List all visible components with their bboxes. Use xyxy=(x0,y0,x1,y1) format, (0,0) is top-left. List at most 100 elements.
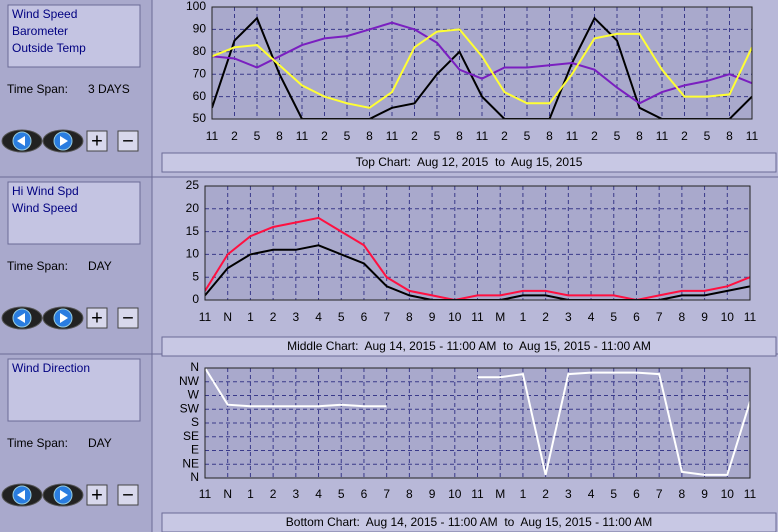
x-tick-label: 3 xyxy=(292,487,299,501)
zoom-in-button[interactable] xyxy=(86,484,108,506)
y-tick-label: 20 xyxy=(186,201,200,215)
y-tick-label: 15 xyxy=(186,224,200,238)
x-tick-label: 4 xyxy=(315,310,322,324)
series-line xyxy=(205,368,750,476)
x-tick-label: 1 xyxy=(247,487,254,501)
next-button-arrow xyxy=(60,136,68,146)
x-tick-label: 5 xyxy=(704,129,711,143)
y-tick-label: SW xyxy=(180,401,200,415)
y-tick-label: 5 xyxy=(192,269,199,283)
x-tick-label: 8 xyxy=(636,129,643,143)
y-tick-label: 80 xyxy=(193,44,207,58)
y-tick-label: W xyxy=(188,388,200,402)
next-button[interactable] xyxy=(42,483,84,507)
x-tick-label: 6 xyxy=(633,487,640,501)
x-tick-label: 8 xyxy=(366,129,373,143)
y-tick-label: 70 xyxy=(193,66,207,80)
zoom-in-label[interactable]: + xyxy=(91,130,103,152)
zoom-in-button[interactable] xyxy=(86,307,108,329)
listbox-item[interactable]: Hi Wind Spd xyxy=(12,184,79,198)
x-tick-label: 11 xyxy=(566,129,579,143)
listbox-item[interactable]: Wind Direction xyxy=(12,361,90,375)
x-tick-label: 8 xyxy=(406,310,413,324)
x-tick-label: 11 xyxy=(744,310,757,324)
x-tick-label: 2 xyxy=(542,487,549,501)
next-button-arrow xyxy=(60,313,68,323)
zoom-out-button[interactable] xyxy=(117,484,139,506)
zoom-out-button[interactable] xyxy=(117,130,139,152)
caption-bar xyxy=(161,512,777,532)
prev-button[interactable] xyxy=(1,129,43,153)
time-span-label: Time Span: xyxy=(7,259,68,273)
time-span-value[interactable]: 3 DAYS xyxy=(88,82,130,96)
x-tick-label: 10 xyxy=(448,310,462,324)
prev-button-arrow xyxy=(17,313,25,323)
x-tick-label: 11 xyxy=(476,129,489,143)
x-tick-label: 4 xyxy=(588,487,595,501)
series-line xyxy=(212,16,752,119)
zoom-out-label[interactable]: − xyxy=(122,130,134,152)
x-tick-label: 6 xyxy=(361,310,368,324)
caption-bar xyxy=(161,152,777,173)
zoom-in-label[interactable]: + xyxy=(91,307,103,329)
x-tick-label: 1 xyxy=(520,310,527,324)
x-tick-label: 2 xyxy=(270,310,277,324)
x-tick-label: 7 xyxy=(656,487,663,501)
x-tick-label: 3 xyxy=(565,487,572,501)
series-listbox[interactable] xyxy=(7,358,141,422)
listbox-item[interactable]: Wind Speed xyxy=(12,7,77,21)
next-button[interactable] xyxy=(42,129,84,153)
x-tick-label: M xyxy=(495,310,505,324)
y-tick-label: 60 xyxy=(193,89,207,103)
listbox-item[interactable]: Barometer xyxy=(12,24,68,38)
time-span-value[interactable]: DAY xyxy=(88,436,112,450)
zoom-out-label[interactable]: − xyxy=(122,307,134,329)
plot-frame xyxy=(204,185,751,301)
zoom-in-button[interactable] xyxy=(86,130,108,152)
y-tick-label: 25 xyxy=(186,178,200,192)
next-button[interactable] xyxy=(42,306,84,330)
series-line xyxy=(205,216,750,300)
series-line xyxy=(205,244,750,300)
x-tick-label: 9 xyxy=(429,487,436,501)
zoom-out-button[interactable] xyxy=(117,307,139,329)
time-span-value[interactable]: DAY xyxy=(88,259,112,273)
series-listbox[interactable] xyxy=(7,4,141,68)
caption-bar xyxy=(161,336,777,357)
listbox-item[interactable]: Outside Temp xyxy=(12,41,86,55)
x-tick-label: 8 xyxy=(679,310,686,324)
y-tick-label: E xyxy=(191,443,199,457)
x-tick-label: 2 xyxy=(411,129,418,143)
prev-button[interactable] xyxy=(1,306,43,330)
x-tick-label: 6 xyxy=(361,487,368,501)
x-tick-label: 5 xyxy=(434,129,441,143)
y-tick-label: N xyxy=(190,360,199,374)
zoom-in-label[interactable]: + xyxy=(91,484,103,506)
prev-button[interactable] xyxy=(1,483,43,507)
x-tick-label: 9 xyxy=(701,310,708,324)
y-tick-label: SE xyxy=(183,429,199,443)
x-tick-label: 11 xyxy=(471,487,484,501)
x-tick-label: 11 xyxy=(656,129,669,143)
x-tick-label: 5 xyxy=(344,129,351,143)
listbox-item[interactable]: Wind Speed xyxy=(12,201,77,215)
x-tick-label: 5 xyxy=(610,487,617,501)
x-tick-label: 2 xyxy=(270,487,277,501)
x-tick-label: 8 xyxy=(456,129,463,143)
x-tick-label: 2 xyxy=(321,129,328,143)
x-tick-label: 5 xyxy=(524,129,531,143)
x-tick-label: 2 xyxy=(681,129,688,143)
x-tick-label: 4 xyxy=(588,310,595,324)
x-tick-label: 7 xyxy=(383,487,390,501)
side-panel xyxy=(0,0,152,532)
prev-button-arrow xyxy=(17,490,25,500)
series-listbox[interactable] xyxy=(7,181,141,245)
chart-caption: Bottom Chart: Aug 14, 2015 - 11:00 AM to… xyxy=(286,515,652,529)
x-tick-label: M xyxy=(495,487,505,501)
y-tick-label: S xyxy=(191,415,199,429)
time-span-label: Time Span: xyxy=(7,436,68,450)
zoom-out-label[interactable]: − xyxy=(122,484,134,506)
x-tick-label: 9 xyxy=(701,487,708,501)
y-tick-label: N xyxy=(190,470,199,484)
